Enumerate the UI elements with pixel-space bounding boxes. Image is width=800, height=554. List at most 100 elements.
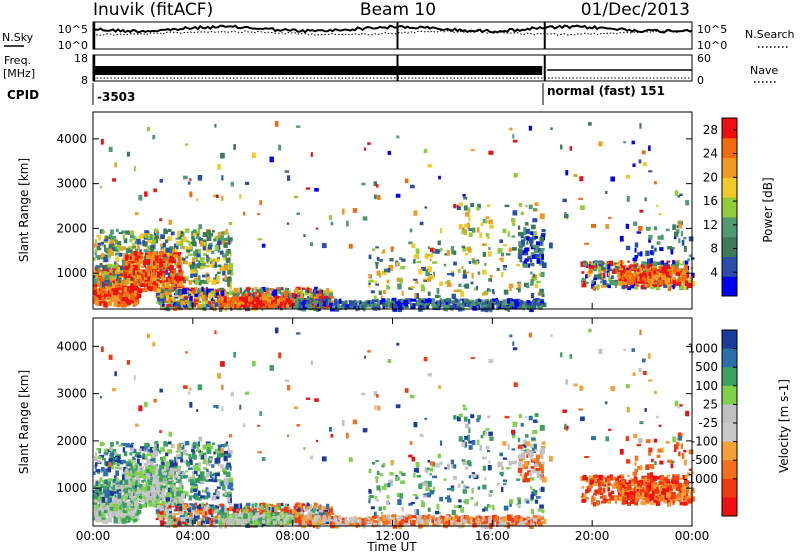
power-cell: [666, 277, 671, 283]
power-cell: [470, 203, 475, 208]
velocity-cell: [136, 509, 142, 514]
power-cell: [168, 219, 172, 225]
power-cell: [562, 198, 567, 203]
power-cell: [111, 236, 117, 241]
power-cell: [672, 260, 675, 265]
power-cell: [152, 284, 155, 291]
power-colorbar-swatch: [722, 157, 737, 178]
power-cell: [621, 284, 626, 290]
velocity-cell: [100, 500, 105, 506]
power-cell: [311, 298, 314, 302]
power-cell: [106, 296, 110, 300]
nsky-trace: [92, 24, 693, 34]
velocity-cell: [128, 516, 131, 522]
power-cell: [365, 299, 369, 303]
power-cell: [145, 231, 150, 235]
power-cell: [95, 300, 100, 306]
velocity-cell: [193, 488, 198, 492]
power-cell: [222, 278, 226, 282]
velocity-cell: [121, 501, 124, 506]
power-cell: [215, 299, 218, 302]
power-cell: [511, 298, 514, 301]
power-cell: [666, 266, 671, 269]
power-cell: [662, 267, 667, 270]
power-cell: [379, 300, 383, 305]
velocity-cell: [128, 459, 133, 463]
velocity-cell: [163, 495, 169, 498]
power-cell: [137, 282, 141, 286]
velocity-cell: [128, 478, 131, 484]
power-cell: [134, 240, 137, 244]
velocity-cell: [99, 477, 103, 482]
power-colorbar-swatch: [722, 276, 737, 297]
velocity-cell: [205, 514, 208, 519]
power-cell: [652, 267, 658, 271]
power-cell: [451, 293, 456, 299]
power-cell: [239, 298, 244, 304]
velocity-cell: [184, 475, 188, 479]
power-cell: [648, 265, 652, 272]
power-cell: [187, 253, 193, 256]
power-cell: [191, 292, 196, 296]
power-cell: [589, 265, 595, 269]
power-cell: [475, 299, 478, 304]
power-cell: [627, 260, 630, 263]
power-cell: [132, 275, 136, 278]
power-cell: [346, 306, 350, 310]
power-cell: [526, 284, 530, 289]
power-cell: [667, 275, 672, 278]
beam-title: Beam 10: [360, 0, 436, 20]
power-cell: [304, 290, 310, 296]
power-cell: [167, 236, 172, 241]
power-cell: [211, 259, 214, 262]
power-cell: [302, 287, 306, 290]
power-cell: [120, 284, 122, 288]
power-cell: [151, 272, 156, 277]
power-cell: [447, 273, 452, 276]
power-cell: [199, 289, 203, 295]
velocity-cell: [104, 468, 108, 472]
power-cell: [192, 241, 197, 247]
power-cell: [169, 287, 173, 290]
power-cell: [125, 297, 130, 300]
power-cell: [202, 239, 207, 242]
power-cell: [379, 258, 383, 263]
velocity-cell: [110, 484, 113, 487]
power-cell: [277, 290, 280, 295]
power-cell: [108, 265, 111, 270]
power-cell: [185, 292, 190, 295]
power-cell: [415, 248, 420, 254]
power-cell: [442, 300, 445, 306]
power-colorbar-tick-label: 20: [703, 170, 718, 184]
power-cell: [115, 284, 119, 289]
power-cell: [100, 284, 105, 291]
velocity-cell: [287, 506, 292, 512]
velocity-cell: [225, 441, 229, 444]
power-cell: [287, 290, 292, 296]
power-cell: [426, 300, 431, 306]
velocity-cell: [147, 448, 150, 452]
power-cell: [306, 287, 310, 291]
power-cell: [509, 285, 512, 292]
power-cell: [601, 285, 606, 288]
power-cell: [453, 204, 457, 209]
velocity-cell: [104, 461, 107, 466]
velocity-cell: [269, 503, 274, 507]
velocity-cell: [177, 479, 182, 483]
velocity-cell: [214, 458, 219, 464]
velocity-cell: [121, 518, 127, 524]
velocity-cell: [144, 502, 147, 507]
power-cell: [93, 275, 96, 279]
power-cell: [178, 234, 182, 240]
velocity-cell: [136, 455, 142, 458]
velocity-cell: [119, 504, 122, 510]
power-cell: [121, 285, 124, 290]
velocity-cell: [133, 497, 136, 501]
power-cell: [471, 259, 477, 264]
power-cell: [160, 243, 164, 247]
velocity-cell: [152, 448, 155, 451]
velocity-cell: [172, 462, 177, 468]
velocity-cell: [104, 496, 107, 500]
nsky-tick-low: 10^0: [58, 39, 88, 52]
